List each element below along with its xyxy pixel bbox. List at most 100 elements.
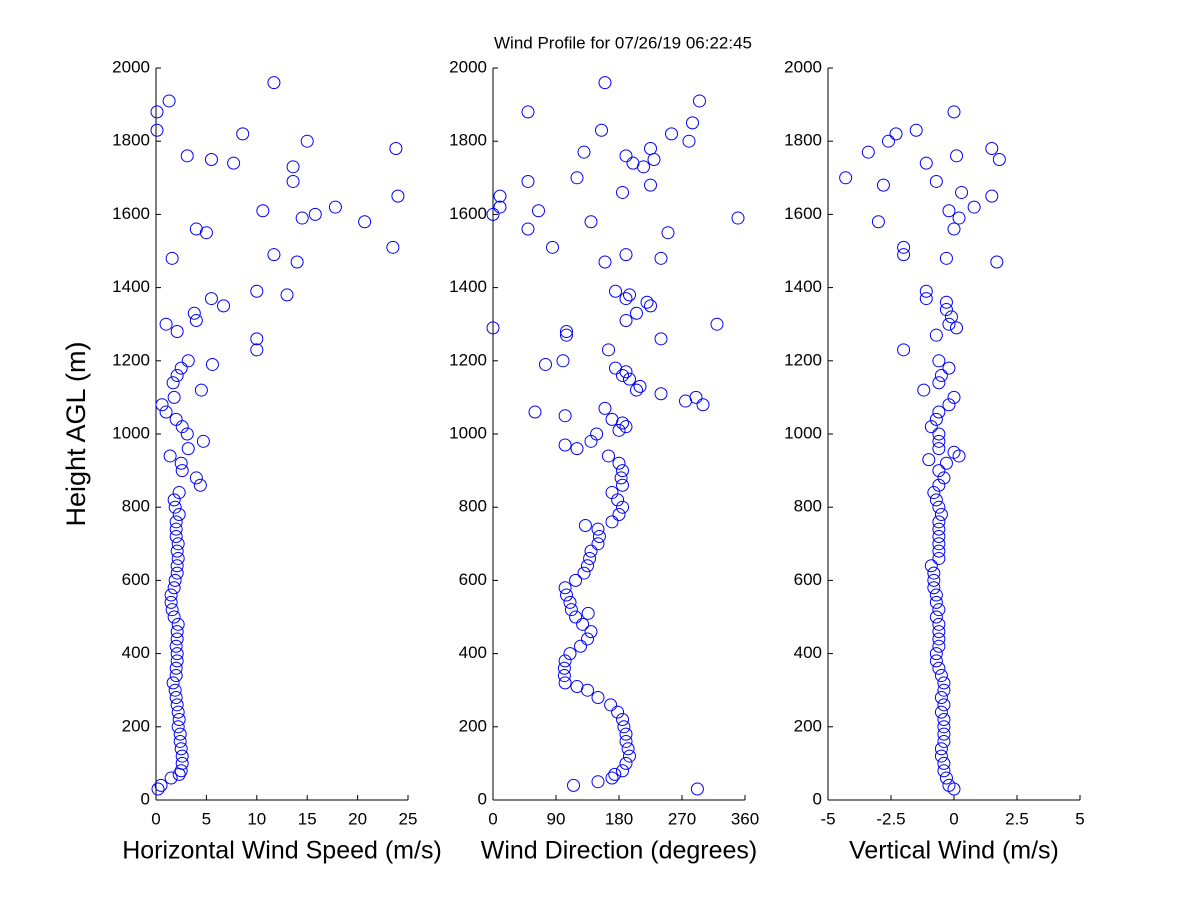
data-point [521,222,535,236]
y-tick-label: 1200 [784,350,822,369]
data-point [598,255,612,269]
data-point [189,471,203,485]
data-point [267,76,281,90]
y-tick-label: 1000 [112,423,150,442]
data-point [861,145,875,159]
data-point [619,248,633,262]
data-point [611,705,625,719]
data-point [581,606,595,620]
data-point [169,529,183,543]
data-point [619,734,633,748]
data-point [934,705,948,719]
data-point [557,661,571,675]
data-point [929,493,943,507]
data-point [710,317,724,331]
data-point [927,581,941,595]
data-point [558,438,572,452]
data-point [560,588,573,602]
data-point [932,405,946,419]
data-point [560,325,573,339]
data-point [328,200,342,214]
data-point [876,178,890,192]
data-point [623,288,636,302]
data-point [181,442,195,456]
data-point [939,303,953,317]
data-point [947,390,961,404]
data-point [947,105,961,119]
data-point [564,603,578,617]
data-point [557,669,571,683]
y-tick-label: 0 [813,789,822,808]
y-tick-label: 1600 [449,204,487,223]
data-point [616,712,629,726]
data-point [929,647,943,661]
data-point [619,149,633,163]
data-point [175,464,189,478]
data-point [992,153,1006,166]
data-point [236,127,250,141]
data-point [602,449,615,463]
data-point [947,222,961,236]
x-tick-label: -5 [820,809,835,828]
data-point [932,434,946,448]
data-point [619,292,633,306]
data-point [295,211,309,225]
data-point [486,321,500,335]
data-point [937,676,951,690]
data-point [286,160,300,174]
data-point [300,134,314,148]
data-point [570,680,584,694]
y-tick-label: 1600 [112,204,150,223]
data-point [932,500,946,514]
x-tick-label: 20 [348,809,367,828]
data-point [175,756,189,770]
data-point [172,486,186,500]
y-tick-label: 400 [794,643,822,662]
x-tick-label: 360 [731,809,759,828]
data-point [942,361,956,375]
data-point [927,566,941,580]
data-point [919,292,933,306]
data-point [937,764,951,778]
data-point [569,610,583,624]
data-point [616,368,629,382]
data-point [932,442,946,456]
data-point [990,255,1004,269]
data-point [163,449,177,463]
y-tick-label: 800 [459,497,487,516]
data-point [909,123,923,137]
data-point [944,310,958,324]
data-point [630,383,643,397]
data-point [937,734,951,748]
y-tick-label: 200 [459,716,487,735]
data-point [623,372,636,386]
x-tick-label: 180 [605,809,633,828]
data-point [619,756,633,770]
data-point [644,178,657,192]
y-tick-label: 200 [122,716,150,735]
data-point [170,625,184,639]
data-point [584,625,598,639]
data-point [690,782,704,796]
data-point [563,595,577,609]
data-point [151,782,165,796]
data-point [170,544,184,558]
y-tick-label: 2000 [449,57,487,76]
x-tick-label: 25 [399,809,418,828]
data-point [927,573,941,587]
data-point [227,156,241,170]
data-point [621,742,635,756]
data-point [917,383,931,397]
data-point [640,295,654,309]
data-point [897,343,911,357]
y-tick-label: 1200 [449,350,487,369]
data-point [521,105,535,119]
data-point [174,764,188,778]
data-point [486,207,500,221]
data-point [937,756,951,770]
data-point [567,778,580,792]
data-point [256,204,270,218]
data-point [967,200,981,214]
data-point [570,442,584,456]
data-point [569,573,583,587]
